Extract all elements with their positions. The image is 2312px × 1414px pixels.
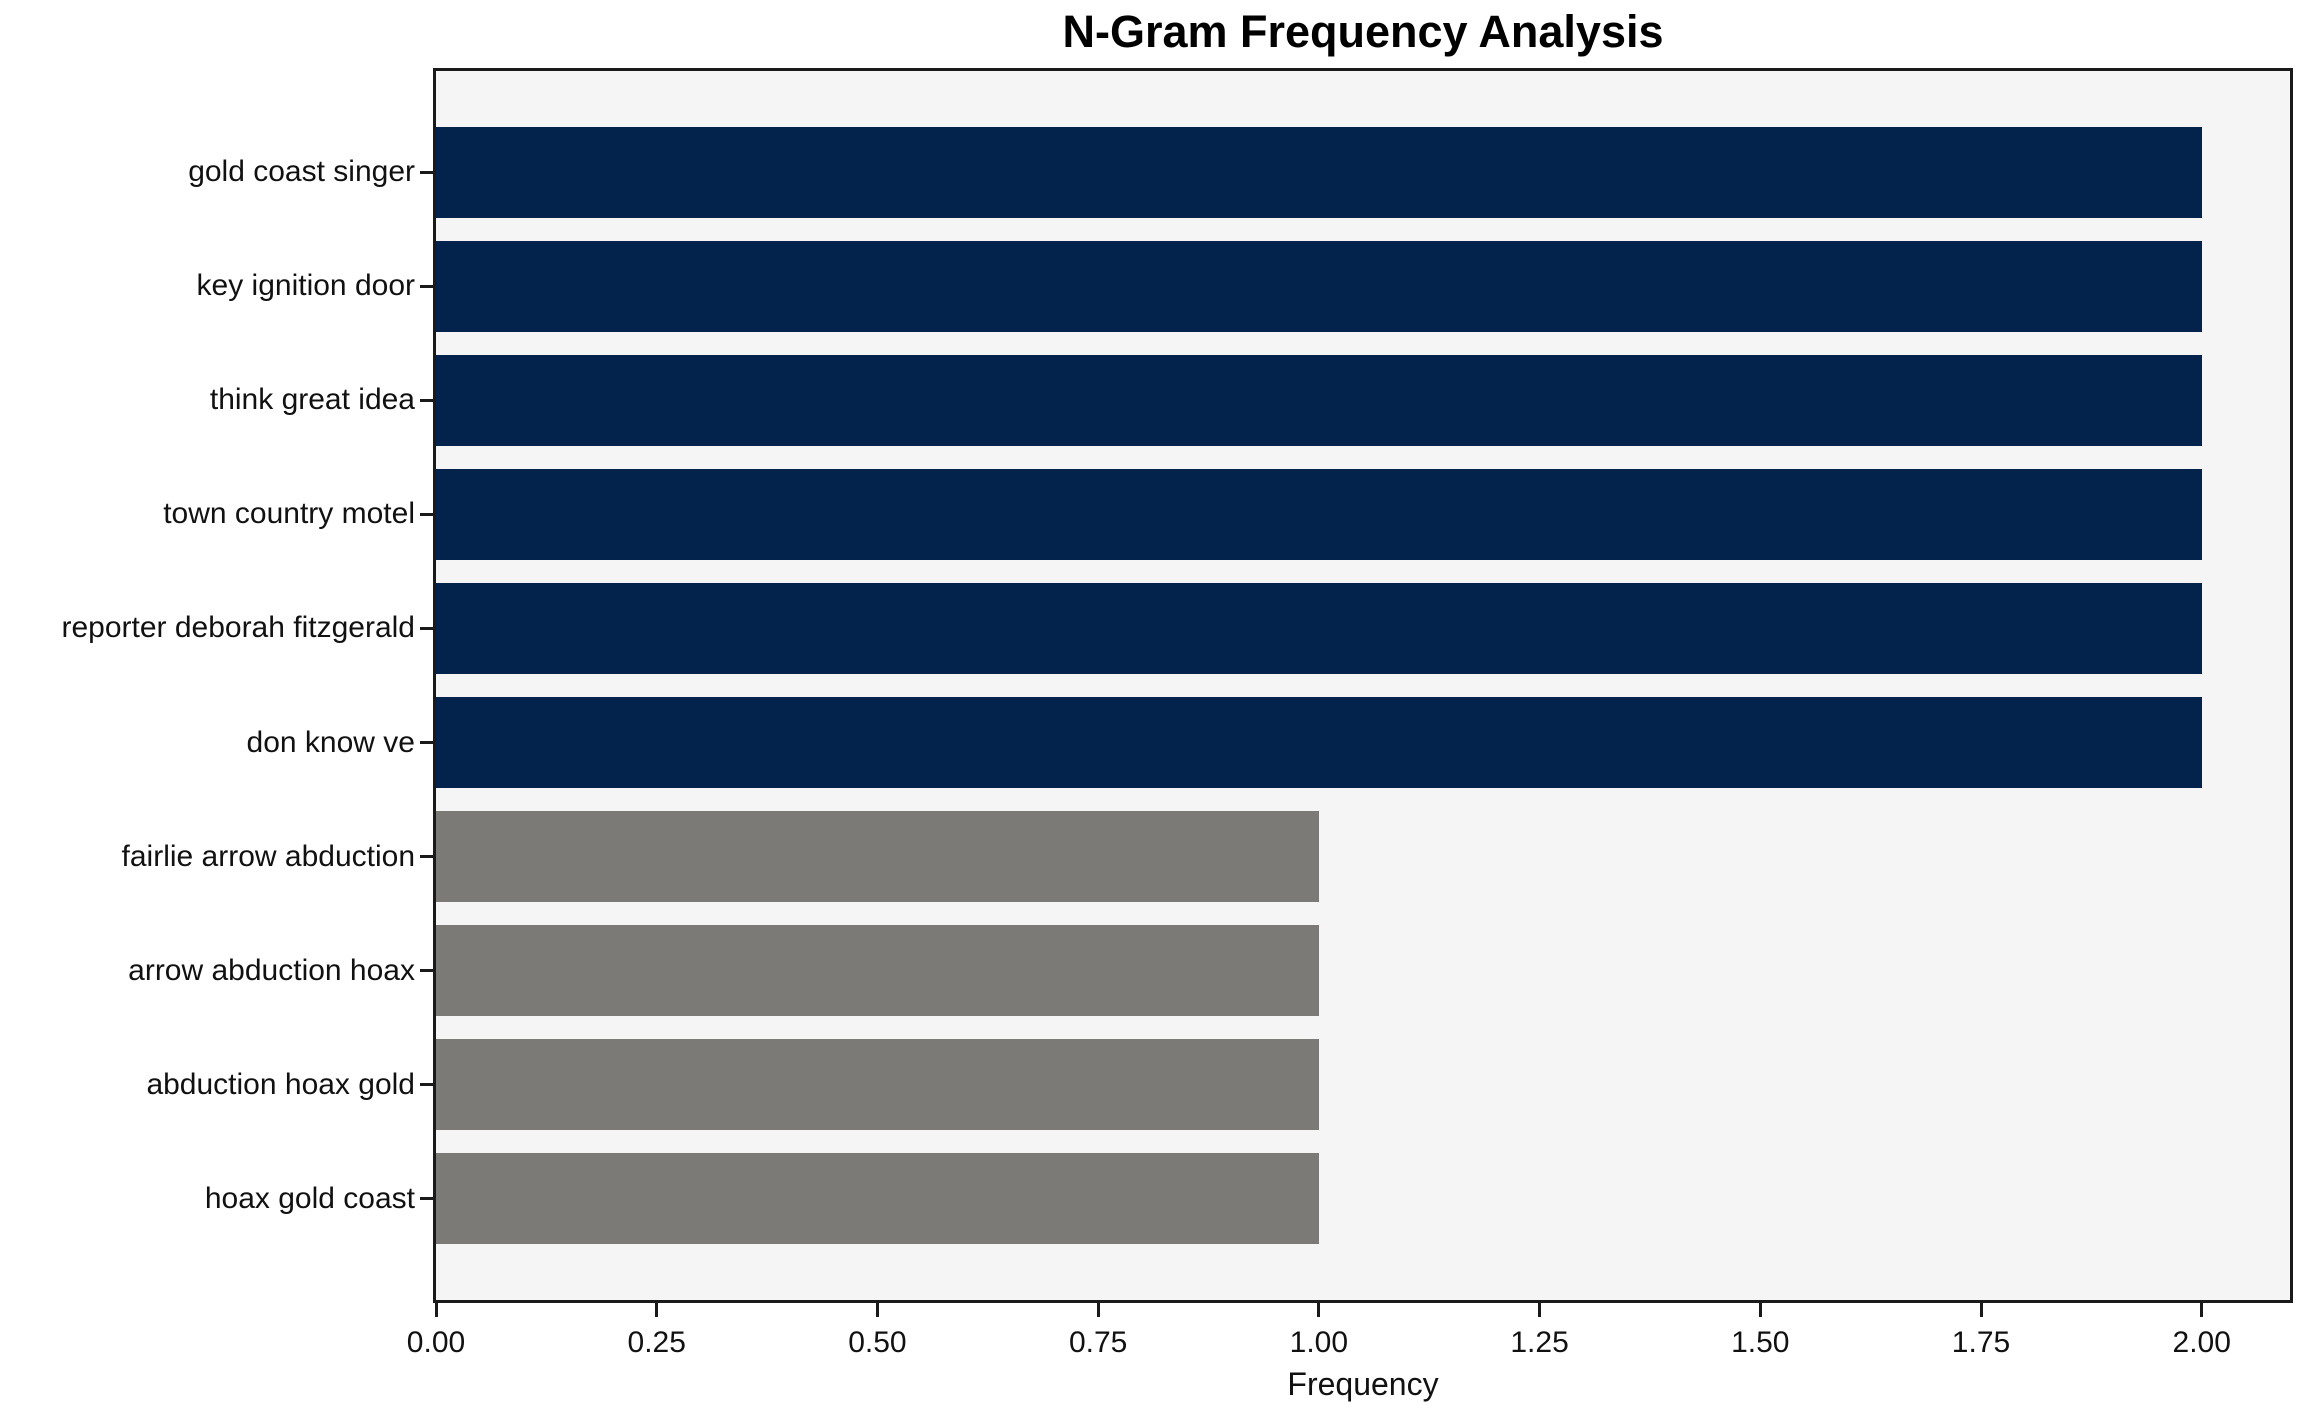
y-tick-label: think great idea xyxy=(209,383,415,417)
x-tick-mark xyxy=(1979,1303,1983,1317)
bar xyxy=(436,468,2202,561)
x-tick-mark xyxy=(434,1303,438,1317)
y-tick-mark xyxy=(420,969,433,973)
bar xyxy=(436,924,1319,1017)
x-tick-label: 0.75 xyxy=(1068,1326,1128,1359)
x-tick-label: 1.25 xyxy=(1510,1326,1569,1359)
x-tick-mark xyxy=(1538,1303,1542,1317)
y-tick-label: key ignition door xyxy=(196,269,415,303)
chart-title: N-Gram Frequency Analysis xyxy=(1062,6,1664,57)
bar xyxy=(436,696,2202,789)
bar xyxy=(436,1152,1319,1245)
x-tick-label: 0.00 xyxy=(406,1326,466,1359)
bar xyxy=(436,354,2202,447)
bar xyxy=(436,810,1319,903)
y-tick-mark xyxy=(420,1197,433,1201)
y-tick-mark xyxy=(420,284,433,288)
y-tick-label: town country motel xyxy=(163,497,415,531)
plot-area xyxy=(433,68,2293,1303)
x-tick-label: 2.00 xyxy=(2172,1326,2231,1359)
y-tick-label: fairlie arrow abduction xyxy=(121,839,415,873)
x-tick-mark xyxy=(655,1303,659,1317)
y-tick-mark xyxy=(420,855,433,858)
y-tick-mark xyxy=(420,398,433,402)
x-tick-label: 1.00 xyxy=(1289,1326,1349,1359)
y-tick-label: don know ve xyxy=(246,725,415,759)
bar xyxy=(436,240,2202,333)
bar xyxy=(436,1038,1319,1131)
x-tick-label: 0.25 xyxy=(627,1326,686,1359)
x-tick-mark xyxy=(2200,1303,2204,1317)
bar xyxy=(436,126,2202,219)
y-tick-label: reporter deborah fitzgerald xyxy=(61,611,415,645)
y-tick-label: abduction hoax gold xyxy=(146,1067,415,1101)
x-tick-label: 1.50 xyxy=(1731,1326,1790,1359)
x-tick-label: 1.75 xyxy=(1951,1326,2011,1359)
x-axis-title: Frequency xyxy=(1287,1366,1439,1402)
y-tick-label: arrow abduction hoax xyxy=(128,953,415,987)
x-tick-mark xyxy=(1317,1303,1321,1317)
x-tick-mark xyxy=(1096,1303,1100,1317)
y-tick-mark xyxy=(420,512,433,516)
y-tick-mark xyxy=(420,741,433,744)
y-tick-mark xyxy=(420,626,433,630)
y-tick-label: hoax gold coast xyxy=(204,1181,415,1215)
bar xyxy=(436,582,2202,675)
y-tick-mark xyxy=(420,1083,433,1087)
y-tick-mark xyxy=(420,170,433,174)
x-tick-label: 0.50 xyxy=(848,1326,907,1359)
x-tick-mark xyxy=(1758,1303,1762,1317)
y-tick-label: gold coast singer xyxy=(188,155,415,189)
x-tick-mark xyxy=(875,1303,879,1317)
